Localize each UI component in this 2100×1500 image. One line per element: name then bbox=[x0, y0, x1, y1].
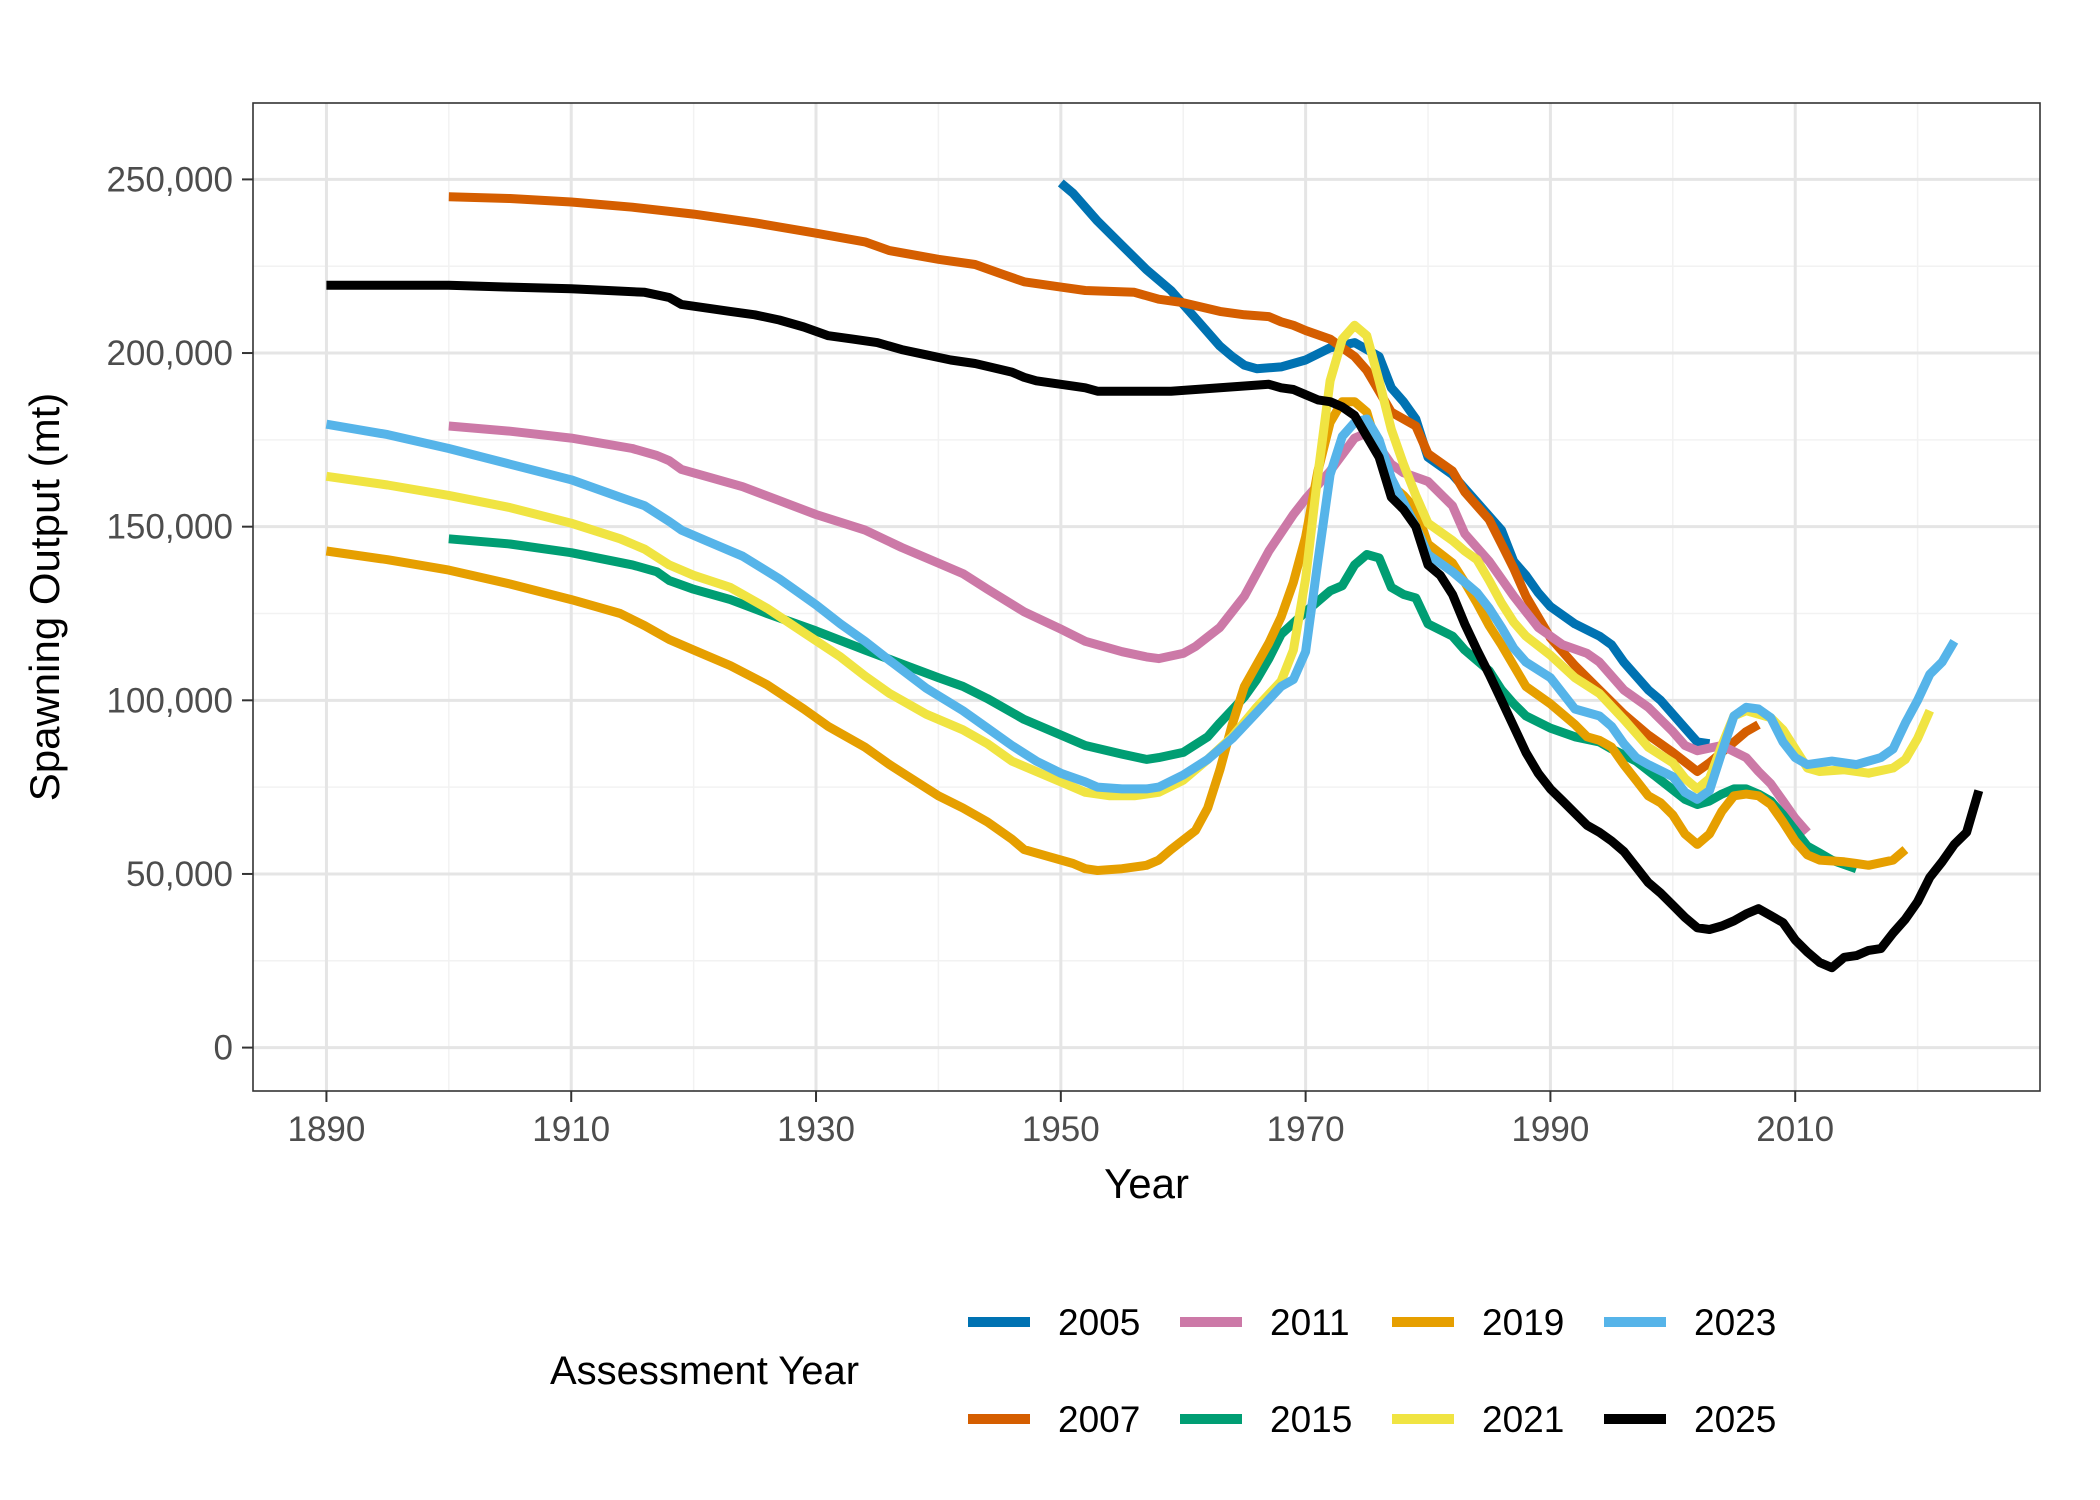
grid-lines bbox=[253, 103, 2040, 1091]
y-axis: 0 50,000 100,000 150,000 200,000 250,000 bbox=[106, 160, 253, 1068]
y-tick-label: 100,000 bbox=[106, 681, 233, 720]
series-line-2025 bbox=[326, 280, 1984, 973]
legend-label-2005: 2005 bbox=[1058, 1302, 1140, 1343]
x-tick-label: 1930 bbox=[777, 1110, 855, 1149]
legend-label-2019: 2019 bbox=[1482, 1302, 1564, 1343]
legend-label-2023: 2023 bbox=[1694, 1302, 1776, 1343]
x-tick-label: 1990 bbox=[1511, 1110, 1589, 1149]
y-tick-label: 250,000 bbox=[106, 160, 233, 199]
x-tick-label: 1890 bbox=[288, 1110, 366, 1149]
x-axis-title: Year bbox=[1104, 1160, 1189, 1207]
plot-area bbox=[253, 103, 2040, 1091]
series-line-2023 bbox=[325, 414, 1959, 804]
x-axis: 1890 1910 1930 1950 1970 1990 2010 bbox=[288, 1091, 1834, 1149]
x-tick-label: 1970 bbox=[1267, 1110, 1345, 1149]
y-tick-label: 0 bbox=[214, 1029, 233, 1068]
x-tick-label: 1950 bbox=[1022, 1110, 1100, 1149]
series-line-2019 bbox=[325, 397, 1909, 875]
y-axis-title: Spawning Output (mt) bbox=[21, 393, 68, 802]
legend-label-2015: 2015 bbox=[1270, 1399, 1352, 1440]
plot-border bbox=[252, 102, 2041, 1092]
legend-title: Assessment Year bbox=[550, 1349, 859, 1393]
legend-label-2021: 2021 bbox=[1482, 1399, 1564, 1440]
legend: Assessment Year 2005 2007 2011 2015 2019 2021… bbox=[550, 1302, 1776, 1440]
series-line-2005 bbox=[1057, 179, 1711, 749]
x-tick-label: 1910 bbox=[532, 1110, 610, 1149]
y-tick-label: 50,000 bbox=[126, 855, 233, 894]
y-tick-label: 200,000 bbox=[106, 334, 233, 373]
legend-label-2025: 2025 bbox=[1694, 1399, 1776, 1440]
y-tick-label: 150,000 bbox=[106, 508, 233, 547]
series-line-2011 bbox=[448, 421, 1811, 836]
legend-label-2007: 2007 bbox=[1058, 1399, 1140, 1440]
legend-label-2011: 2011 bbox=[1270, 1302, 1350, 1343]
x-tick-label: 2010 bbox=[1756, 1110, 1834, 1149]
series-lines bbox=[325, 179, 1984, 973]
